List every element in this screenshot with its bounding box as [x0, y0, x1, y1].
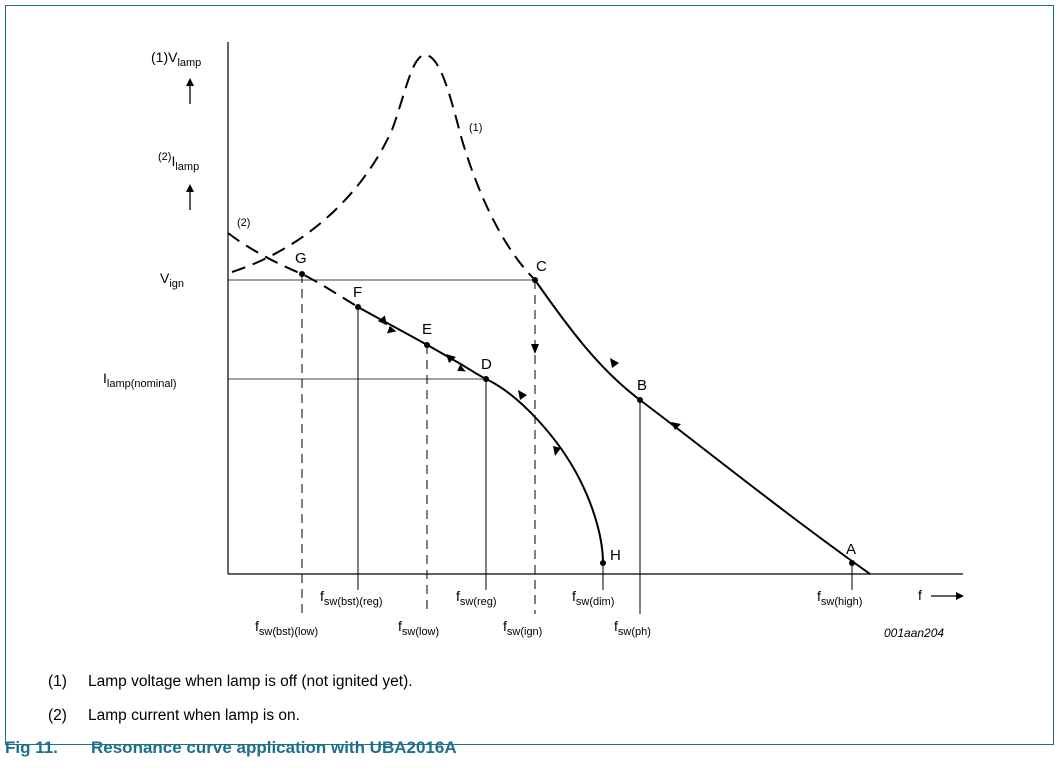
freq-label-high: fsw(high) — [817, 588, 862, 608]
point-g-label: G — [295, 250, 307, 267]
dir-arrow-icon — [457, 364, 466, 372]
point-a-label: A — [846, 541, 856, 558]
freq-label-bst-reg: fsw(bst)(reg) — [320, 588, 383, 608]
curve-2-lamp-current-solid — [357, 306, 604, 564]
curve-1-label: (1) — [469, 122, 482, 134]
note-1-number: (1) — [48, 673, 67, 690]
dir-arrow-icon — [553, 446, 561, 456]
dir-arrow-icon — [446, 354, 456, 363]
x-right-arrow-icon — [931, 592, 964, 600]
figure-caption: Fig 11. Resonance curve application with … — [5, 738, 457, 758]
dir-arrow-icon — [387, 325, 397, 334]
note-2: (2) Lamp current when lamp is on. — [48, 707, 300, 725]
figure-title: Resonance curve application with UBA2016… — [91, 738, 457, 757]
dir-arrow-icon — [671, 422, 681, 430]
v-ign-label: Vign — [160, 270, 184, 290]
x-axis-label: f — [918, 587, 922, 603]
point-e-label: E — [422, 321, 432, 338]
figure-frame — [5, 5, 1054, 745]
y2-axis-label: (2)Ilamp — [158, 151, 199, 173]
point-c-label: C — [536, 258, 547, 275]
resonance-diagram: (1)Vlamp (2)Ilamp f Vign Ilamp(nominal) — [103, 42, 964, 640]
curve-1-lamp-voltage — [231, 53, 536, 281]
point-a-marker — [849, 560, 855, 566]
point-e-marker — [424, 342, 430, 348]
freq-label-dim: fsw(dim) — [572, 588, 614, 608]
point-f-label: F — [353, 284, 362, 301]
freq-label-bst-low: fsw(bst)(low) — [255, 618, 318, 638]
curve-2-lamp-current-dashed — [227, 232, 359, 308]
point-c-marker — [532, 277, 538, 283]
freq-label-low: fsw(low) — [398, 618, 439, 638]
point-f-marker — [355, 304, 361, 310]
freq-label-ph: fsw(ph) — [614, 618, 651, 638]
dir-arrow-icon — [518, 390, 527, 400]
figure-reference: 001aan204 — [884, 626, 944, 640]
figure-number: Fig 11. — [5, 738, 58, 757]
curve-c-to-a — [534, 279, 871, 575]
note-2-number: (2) — [48, 707, 67, 724]
dir-arrow-icon — [610, 358, 619, 368]
y2-up-arrow-icon — [186, 184, 194, 210]
point-b-label: B — [637, 377, 647, 394]
note-2-text: Lamp current when lamp is on. — [88, 707, 300, 724]
note-1-text: Lamp voltage when lamp is off (not ignit… — [88, 673, 413, 690]
point-d-label: D — [481, 356, 492, 373]
point-b-marker — [637, 397, 643, 403]
dir-arrow-icon — [377, 315, 387, 326]
point-h-marker — [600, 560, 606, 566]
point-g-marker — [299, 271, 305, 277]
freq-label-ign: fsw(ign) — [503, 618, 542, 638]
note-1: (1) Lamp voltage when lamp is off (not ig… — [48, 673, 413, 691]
curve-2-label: (2) — [237, 217, 250, 229]
y1-axis-label: (1)Vlamp — [151, 49, 201, 69]
i-nominal-label: Ilamp(nominal) — [103, 370, 177, 390]
point-d-marker — [483, 376, 489, 382]
point-h-label: H — [610, 547, 621, 564]
y1-up-arrow-icon — [186, 78, 194, 104]
freq-label-reg: fsw(reg) — [456, 588, 497, 608]
arrow-down-c-icon — [531, 344, 539, 354]
